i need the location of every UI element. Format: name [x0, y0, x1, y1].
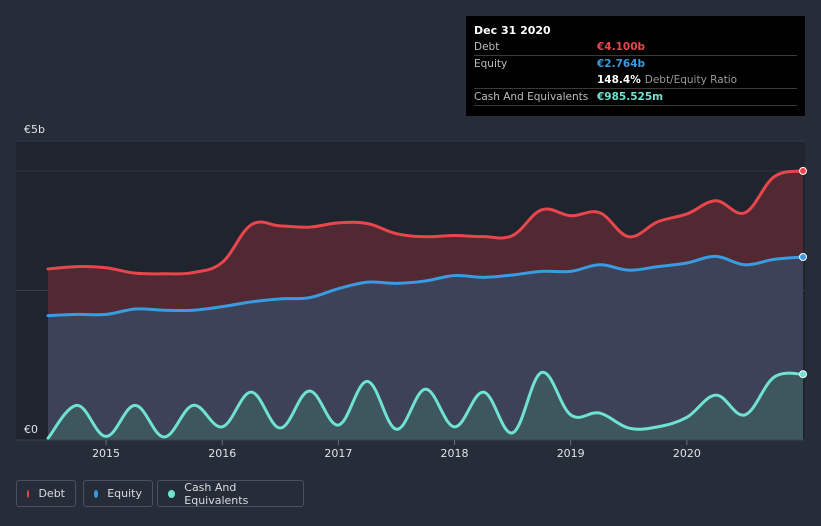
series-areas: [48, 170, 803, 440]
series-endpoints: [799, 166, 807, 379]
cash-line: [46, 370, 805, 440]
equity-line: [46, 254, 805, 318]
tooltip-equity-label: Equity: [474, 58, 508, 70]
tooltip-row-ratio: 148.4% Debt/Equity Ratio: [474, 72, 797, 89]
cash-endpoint[interactable]: [799, 370, 807, 379]
cash-area: [48, 372, 803, 440]
legend-cash-label: Cash And Equivalents: [184, 480, 249, 507]
y-tick-label: €0: [24, 423, 38, 436]
tooltip-cash-label: Cash And Equivalents: [474, 91, 589, 103]
x-axis: 2015 2016 2017 2018 2019 2020: [16, 439, 805, 460]
debt-line: [46, 169, 805, 276]
y-tick-label: €5b: [24, 123, 45, 136]
equity-endpoint[interactable]: [799, 253, 807, 262]
tooltip-row-debt: Debt €4.100b: [474, 39, 797, 56]
equity-legend-dot-icon: [94, 489, 99, 498]
series-lines: [46, 169, 805, 440]
tooltip-row-cash: Cash And Equivalents €985.525m: [474, 89, 797, 106]
tooltip-cash-value: €985.525m: [597, 91, 664, 103]
legend-equity-label: Equity: [107, 487, 142, 500]
tooltip-panel: Dec 31 2020 Debt €4.100b Equity €2.764b …: [466, 16, 805, 116]
tooltip-debt-value: €4.100b: [597, 41, 646, 53]
legend-item-cash[interactable]: Cash And Equivalents: [157, 480, 304, 507]
x-tick-label: 2017: [324, 447, 352, 460]
x-tick-label: 2020: [673, 447, 701, 460]
x-tick-label: 2015: [92, 447, 120, 460]
y-axis: €5b €0: [24, 123, 45, 436]
x-tick-label: 2018: [441, 447, 469, 460]
legend-item-equity[interactable]: Equity: [83, 480, 153, 507]
x-tick-label: 2019: [557, 447, 585, 460]
tooltip-date: Dec 31 2020: [474, 24, 551, 37]
legend-debt-label: Debt: [38, 487, 65, 500]
tooltip-ratio-label: Debt/Equity Ratio: [644, 74, 738, 86]
tooltip-ratio-value: 148.4%: [597, 74, 641, 86]
debt-legend-dot-icon: [27, 489, 30, 498]
tooltip-equity-value: €2.764b: [597, 58, 646, 70]
tooltip-debt-label: Debt: [474, 41, 500, 53]
tooltip-row-equity: Equity €2.764b: [474, 56, 797, 72]
debt-endpoint[interactable]: [799, 166, 807, 175]
legend-item-debt[interactable]: Debt: [16, 480, 76, 507]
x-tick-label: 2016: [208, 447, 236, 460]
cash-legend-dot-icon: [168, 489, 176, 498]
equity-area: [48, 256, 803, 440]
